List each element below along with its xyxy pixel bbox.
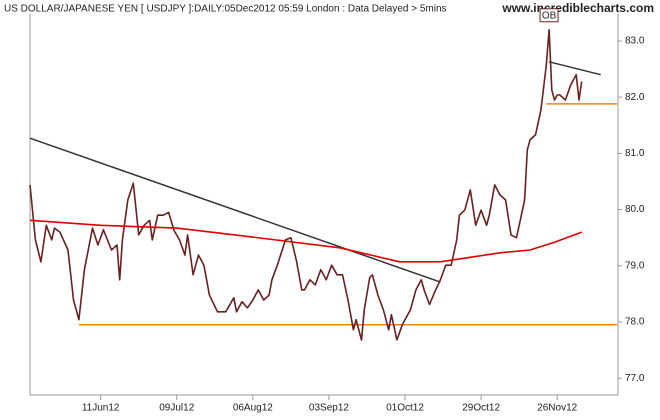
price-line <box>29 219 582 263</box>
x-tick-label: 11Jun12 <box>82 403 120 414</box>
chart-title: US DOLLAR/JAPANESE YEN [ USDJPY ]:DAILY:… <box>4 4 447 15</box>
watermark: www.incrediblecharts.com <box>501 1 654 15</box>
annotation: OB <box>542 10 557 21</box>
y-tick-label: 80.0 <box>625 204 645 215</box>
y-tick-label: 82.0 <box>625 92 645 103</box>
y-tick-label: 83.0 <box>625 36 645 47</box>
x-tick-label: 09Jul12 <box>159 403 194 414</box>
x-tick-label: 01Oct12 <box>386 403 424 414</box>
x-tick-label: 03Sep12 <box>309 403 349 414</box>
y-tick-label: 78.0 <box>625 317 645 328</box>
x-tick-label: 29Oct12 <box>462 403 500 414</box>
y-tick-label: 79.0 <box>625 260 645 271</box>
x-tick-label: 06Aug12 <box>233 403 273 414</box>
y-tick-label: 77.0 <box>625 373 645 384</box>
trend-line <box>29 137 441 283</box>
y-tick-label: 81.0 <box>625 148 645 159</box>
x-tick-label: 26Nov12 <box>537 403 577 414</box>
price-line <box>29 29 583 341</box>
trend-line <box>548 61 601 76</box>
annotation-box <box>539 8 559 23</box>
